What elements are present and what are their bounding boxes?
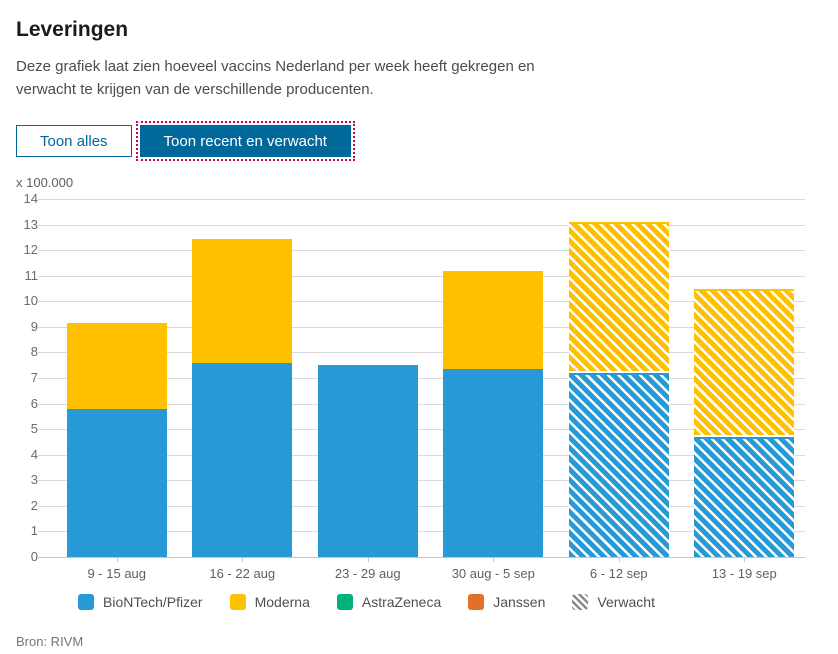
bar-segment[interactable] — [568, 372, 669, 557]
gridline — [38, 352, 805, 353]
chart-legend: BioNTech/Pfizer Moderna AstraZeneca Janssen… — [78, 594, 822, 610]
gridline — [38, 480, 805, 481]
bar-segment[interactable] — [694, 288, 795, 435]
y-axis-tick-label: 11 — [24, 268, 39, 283]
bar-segment[interactable] — [694, 436, 795, 557]
y-axis-tick-label: 8 — [30, 344, 38, 359]
bar-segment[interactable] — [568, 222, 669, 371]
y-axis-tick-label: 12 — [23, 242, 38, 257]
x-axis-tick — [367, 557, 369, 562]
y-axis-tick-label: 9 — [30, 319, 38, 334]
x-axis-tick — [116, 557, 118, 562]
x-axis-category-label: 13 - 19 sep — [711, 566, 777, 581]
view-toggle-group: Toon alles Toon recent en verwacht — [16, 121, 822, 161]
legend-color-swatch — [78, 594, 94, 610]
legend-label: Moderna — [254, 594, 310, 610]
x-axis-tick — [242, 557, 244, 562]
bar-segment[interactable] — [66, 323, 167, 409]
gridline — [38, 378, 805, 379]
gridline — [38, 276, 805, 277]
legend-color-swatch — [468, 594, 485, 610]
legend-item: Verwacht — [572, 594, 655, 610]
source-note: Bron: RIVM — [16, 634, 84, 649]
gridline — [38, 404, 805, 405]
gridline — [38, 250, 805, 251]
y-axis-tick-label: 7 — [30, 370, 38, 385]
y-axis-unit-label: x 100.000 — [16, 175, 74, 190]
x-axis-tick — [744, 557, 746, 562]
gridline — [38, 327, 805, 328]
bar-segment[interactable] — [443, 369, 544, 557]
gridline — [38, 429, 805, 430]
gridline — [38, 531, 805, 532]
gridline — [38, 301, 805, 302]
legend-item: AstraZeneca — [336, 594, 442, 610]
bar-segment[interactable] — [66, 408, 167, 557]
y-axis-tick-label: 6 — [30, 396, 38, 411]
bar-segment[interactable] — [443, 270, 544, 370]
gridline — [38, 506, 805, 507]
bar-segment[interactable] — [192, 238, 293, 363]
legend-label: AstraZeneca — [361, 594, 442, 610]
y-axis-tick-label: 14 — [23, 191, 38, 206]
gridline — [38, 225, 805, 226]
legend-label: Verwacht — [597, 594, 655, 610]
x-axis-category-label: 9 - 15 aug — [87, 566, 147, 581]
legend-color-swatch — [229, 594, 246, 610]
legend-item: Janssen — [468, 594, 545, 610]
y-axis-tick-label: 4 — [30, 447, 38, 462]
legend-label: Janssen — [493, 594, 546, 610]
plot-area: 0 1 2 3 4 5 6 7 8 9 10 11 12 13 14 9 - 15 aug 16 - 22 au… — [16, 192, 822, 581]
y-axis-tick-label: 10 — [23, 293, 38, 308]
x-axis-tick — [493, 557, 495, 562]
x-axis-category-label: 6 - 12 sep — [589, 566, 648, 581]
y-axis-tick-label: 1 — [30, 523, 38, 538]
x-axis-category-label: 30 aug - 5 sep — [451, 566, 535, 581]
deliveries-chart: x 100.000 0 1 2 3 4 5 6 7 8 9 10 11 12 13 14 9 - 15 aug… — [16, 175, 822, 610]
legend-label: BioNTech/Pfizer — [103, 594, 203, 610]
toon-alles-button[interactable]: Toon alles — [16, 125, 132, 157]
bar-segment[interactable] — [192, 362, 293, 557]
legend-color-swatch — [336, 594, 353, 610]
y-axis-tick-label: 2 — [30, 498, 38, 513]
gridline — [38, 455, 805, 456]
gridline — [38, 199, 805, 200]
chart-description: Deze grafiek laat zien hoeveel vaccins N… — [16, 58, 535, 98]
page-title: Leveringen — [16, 18, 129, 41]
y-axis-tick-label: 5 — [30, 421, 38, 436]
bar-segment[interactable] — [317, 365, 418, 557]
legend-item: BioNTech/Pfizer — [78, 594, 203, 610]
gridline — [38, 557, 805, 558]
toon-recent-en-verwacht-button[interactable]: Toon recent en verwacht — [135, 121, 355, 161]
y-axis-tick-label: 3 — [30, 472, 38, 487]
y-axis-tick-label: 13 — [23, 217, 38, 232]
legend-item: Moderna — [229, 594, 310, 610]
x-axis-category-label: 16 - 22 aug — [209, 566, 276, 581]
x-axis-category-label: 23 - 29 aug — [334, 566, 401, 581]
x-axis-tick — [618, 557, 620, 562]
legend-hatch-swatch — [572, 594, 589, 610]
y-axis-tick-label: 0 — [30, 549, 38, 564]
